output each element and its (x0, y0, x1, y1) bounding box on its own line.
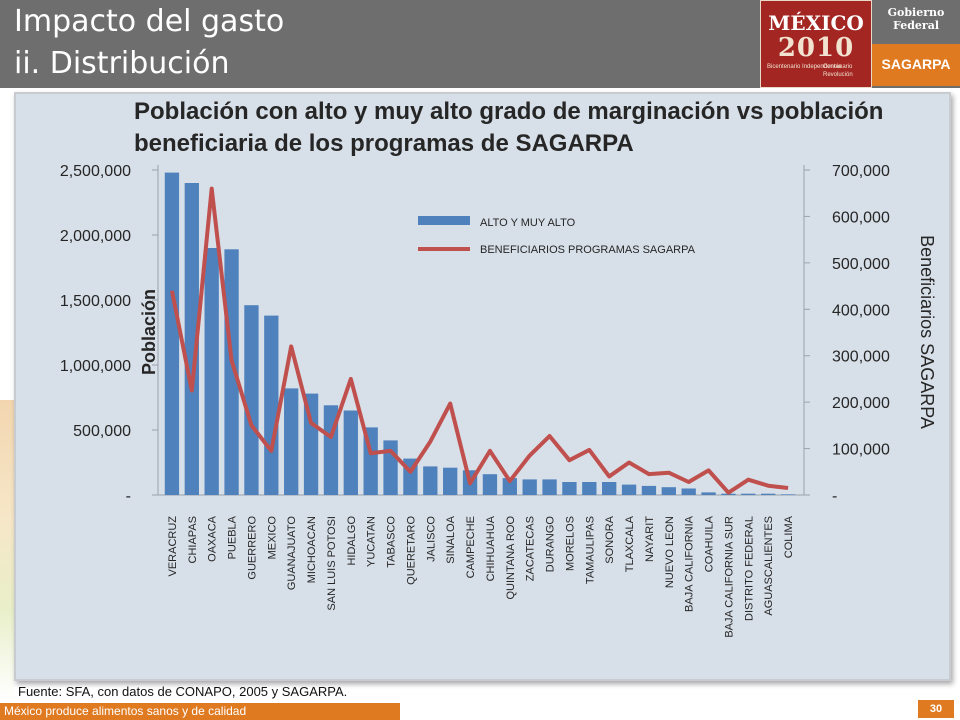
category-label: SONORA (604, 515, 616, 563)
category-label: SAN LUIS POTOSI (326, 516, 338, 611)
bar (761, 493, 776, 495)
bar (184, 183, 199, 495)
category-label: NUEVO LEON (664, 516, 676, 588)
bar (562, 482, 577, 495)
category-label: QUINTANA ROO (505, 516, 517, 600)
category-label: HIDALGO (346, 516, 358, 566)
bar (224, 249, 239, 495)
category-label: BAJA CALIFORNIA (684, 515, 696, 612)
category-label: CAMPECHE (465, 516, 477, 578)
y2-tick-label: - (832, 488, 837, 505)
category-label: DISTRITO FEDERAL (743, 516, 755, 621)
bar (681, 488, 696, 495)
mexico-2010-logo: MÉXICO 2010 Bicentenario Independencia C… (760, 0, 872, 88)
bar (542, 479, 557, 495)
category-label: QUERETARO (405, 516, 417, 585)
bar (303, 393, 319, 495)
bar (482, 474, 498, 495)
bar (582, 482, 597, 495)
bar (383, 440, 398, 495)
y-tick-label: 1,500,000 (60, 293, 131, 310)
category-label: YUCATAN (366, 516, 378, 567)
category-label: VERACRUZ (167, 516, 179, 577)
category-label: TABASCO (386, 516, 398, 568)
slide-title: Impacto del gasto (14, 4, 285, 39)
category-label: BAJA CALIFORNIA SUR (723, 516, 735, 638)
bar (661, 487, 676, 495)
decorative-stripe (0, 400, 14, 700)
category-label: DURANGO (545, 516, 557, 573)
y-tick-label: 2,000,000 (60, 228, 131, 245)
footer-text: México produce alimentos sanos y de cali… (4, 704, 247, 718)
legend-label: ALTO Y MUY ALTO (480, 217, 576, 229)
y2-tick-label: 500,000 (832, 256, 890, 273)
bar (522, 479, 537, 495)
category-label: MORELOS (564, 516, 576, 571)
bar (423, 466, 438, 495)
gobierno-federal-text: Gobierno Federal (887, 6, 945, 32)
bar (204, 248, 219, 495)
y-tick-label: 2,500,000 (60, 163, 131, 180)
bar (284, 388, 299, 495)
legend-label: BENEFICIARIOS PROGRAMAS SAGARPA (480, 244, 696, 256)
gobierno-federal-logo: Gobierno Federal (872, 0, 960, 44)
footer-bar: México produce alimentos sanos y de cali… (0, 703, 400, 720)
chart-title: Población con alto y muy alto grado de m… (134, 98, 884, 157)
sagarpa-text: SAGARPA (881, 56, 951, 72)
y2-tick-label: 100,000 (832, 442, 890, 459)
bar (701, 492, 716, 495)
category-label: NAYARIT (644, 516, 656, 562)
bar (343, 410, 358, 495)
y-axis-title: Población (139, 289, 159, 375)
category-label: MEXICO (266, 516, 278, 560)
bar (621, 484, 637, 495)
y2-tick-label: 300,000 (832, 349, 890, 366)
y-tick-label: 500,000 (73, 423, 131, 440)
bar (443, 467, 458, 495)
category-label: CHIAPAS (187, 516, 199, 563)
bar (502, 478, 517, 495)
category-label: ZACATECAS (525, 516, 537, 581)
y2-tick-label: 200,000 (832, 395, 890, 412)
category-label: PUEBLA (227, 515, 239, 559)
bar (264, 315, 279, 495)
series-line-beneficiarios (169, 186, 789, 495)
logo-mexico-text: MÉXICO (768, 11, 864, 35)
logo-bicentenario-text: Bicentenario Independencia (767, 64, 842, 70)
legend-bar-swatch (418, 216, 470, 225)
category-label: TLAXCALA (624, 515, 636, 572)
category-label: CHIHUAHUA (485, 515, 497, 581)
category-label: COAHUILA (704, 515, 716, 572)
category-label: AGUASCALIENTES (763, 516, 775, 616)
y2-tick-label: 700,000 (832, 163, 890, 180)
category-label: TAMAULIPAS (584, 516, 596, 584)
page-number: 30 (918, 700, 954, 718)
slide-subtitle: ii. Distribución (14, 46, 230, 81)
y2-tick-label: 400,000 (832, 302, 890, 319)
sagarpa-logo: SAGARPA (872, 44, 960, 86)
bar (741, 493, 756, 495)
y-tick-label: 1,000,000 (60, 358, 131, 375)
category-label: OAXACA (207, 515, 219, 562)
bar (602, 482, 617, 495)
category-label: GUERRERO (246, 516, 258, 580)
y2-tick-label: 600,000 (832, 209, 890, 226)
category-label: SINALOA (445, 515, 457, 563)
category-label: GUANAJUATO (286, 516, 298, 591)
category-label: MICHOACAN (306, 516, 318, 583)
bar (641, 485, 657, 495)
logo-centenario-text: Centenario Revolución (823, 64, 853, 78)
bar (780, 494, 796, 495)
bar (164, 172, 180, 495)
y2-axis-title: Beneficiarios SAGARPA (917, 235, 937, 429)
source-note: Fuente: SFA, con datos de CONAPO, 2005 y… (18, 684, 348, 699)
category-label: JALISCO (425, 516, 437, 562)
bar (244, 305, 259, 495)
logo-year-text: 2010 (777, 33, 855, 63)
y-tick-label: - (126, 488, 131, 505)
category-label: COLIMA (783, 515, 795, 558)
